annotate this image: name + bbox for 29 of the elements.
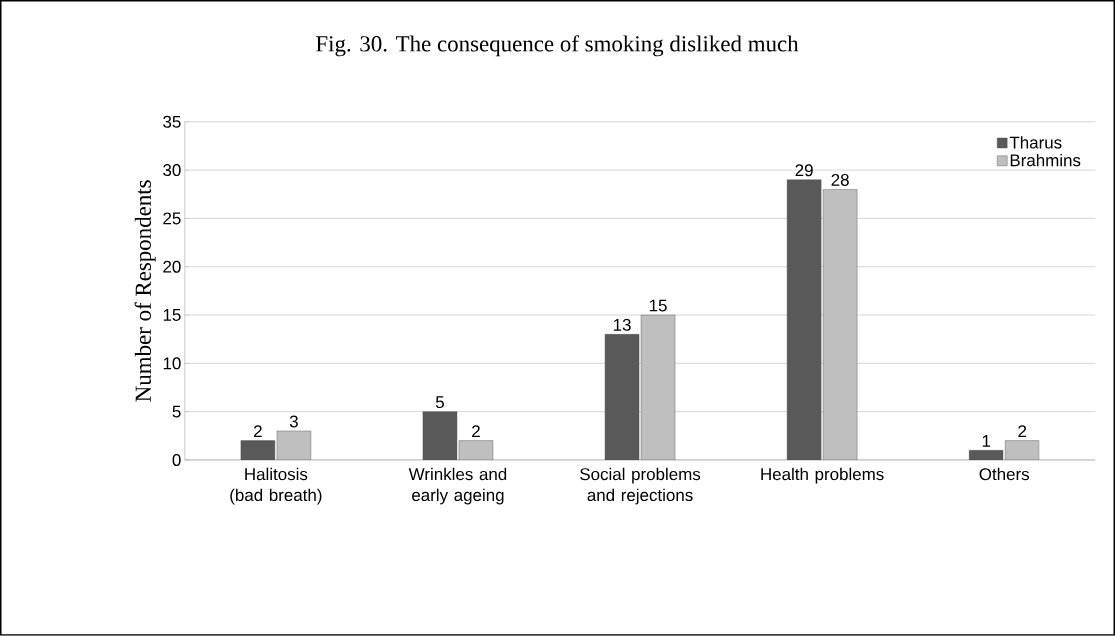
x-tick-label: Health problems [761, 467, 884, 484]
data-label: 15 [649, 299, 667, 312]
x-tick-label: Halitosis (bad breath) [230, 467, 322, 505]
y-tick-label: 0 [172, 454, 181, 467]
data-label: 28 [831, 174, 849, 187]
data-label: 1 [982, 435, 991, 447]
data-label: 2 [1018, 425, 1027, 438]
bar [969, 450, 1004, 461]
chart-title: Fig. 30. The consequence of smoking disliked much [316, 35, 799, 57]
y-tick-label: 10 [163, 357, 181, 370]
data-label: 5 [435, 396, 444, 409]
data-label: 3 [289, 415, 298, 428]
y-tick-label: 25 [163, 212, 181, 225]
x-tick-label: Social problems and rejections [580, 467, 701, 505]
data-label: 29 [795, 164, 813, 177]
y-axis-title: Number of Respondents [134, 180, 156, 402]
data-label: 2 [472, 425, 480, 438]
y-tick-label: 35 [163, 115, 181, 128]
y-tick-label: 15 [163, 309, 181, 322]
data-label: 13 [613, 318, 631, 331]
legend-label: Brahmins [1010, 153, 1081, 167]
y-tick-label: 20 [163, 260, 181, 273]
x-tick-label: Others [979, 467, 1030, 481]
legend-label: Tharus [1009, 136, 1062, 149]
y-tick-label: 5 [172, 405, 181, 418]
x-tick-label: Wrinkles and early ageing [408, 467, 507, 505]
bar [1005, 440, 1040, 461]
data-label: 2 [254, 425, 262, 438]
y-tick-label: 30 [163, 164, 181, 177]
